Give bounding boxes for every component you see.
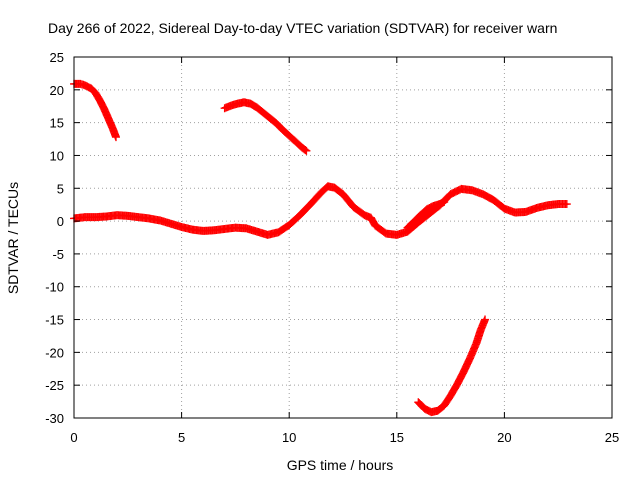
y-tick-label: 5 (57, 181, 64, 196)
data-point (481, 315, 490, 324)
series-arc-1 (70, 79, 120, 142)
grid-lines (74, 57, 612, 418)
data-point (111, 133, 120, 142)
x-tick-label: 10 (282, 430, 296, 445)
data-point (440, 198, 449, 207)
y-tick-label: 15 (50, 116, 64, 131)
y-tick-label: -20 (45, 345, 64, 360)
x-tick-label: 0 (70, 430, 77, 445)
y-axis-ticks: 25 20 15 10 5 0 -5 -10 -15 -20 -25 -30 (45, 50, 612, 426)
data-point (301, 146, 310, 155)
plot-points (70, 79, 571, 417)
x-tick-label: 15 (390, 430, 404, 445)
x-axis-label: GPS time / hours (287, 457, 394, 473)
x-axis-ticks: 0 5 10 15 20 25 (70, 57, 619, 445)
x-tick-label: 20 (497, 430, 511, 445)
y-tick-label: -5 (52, 247, 64, 262)
y-tick-label: 25 (50, 50, 64, 65)
x-tick-label: 5 (178, 430, 185, 445)
y-tick-label: 0 (57, 214, 64, 229)
y-tick-label: 10 (50, 148, 64, 163)
data-point (302, 146, 311, 155)
x-tick-label: 25 (605, 430, 619, 445)
y-tick-label: -30 (45, 411, 64, 426)
series-arc-2 (220, 98, 311, 155)
series-arc-4 (414, 315, 490, 417)
y-tick-label: -10 (45, 280, 64, 295)
y-tick-label: 20 (50, 83, 64, 98)
series-arc-5 (403, 198, 449, 232)
plot-frame (73, 56, 613, 419)
series-arc-3 (70, 182, 571, 239)
y-axis-label: SDTVAR / TECUs (5, 182, 21, 294)
y-tick-label: -25 (45, 378, 64, 393)
chart-title: Day 266 of 2022, Sidereal Day-to-day VTE… (48, 20, 557, 36)
y-tick-label: -15 (45, 313, 64, 328)
data-point (562, 200, 571, 209)
